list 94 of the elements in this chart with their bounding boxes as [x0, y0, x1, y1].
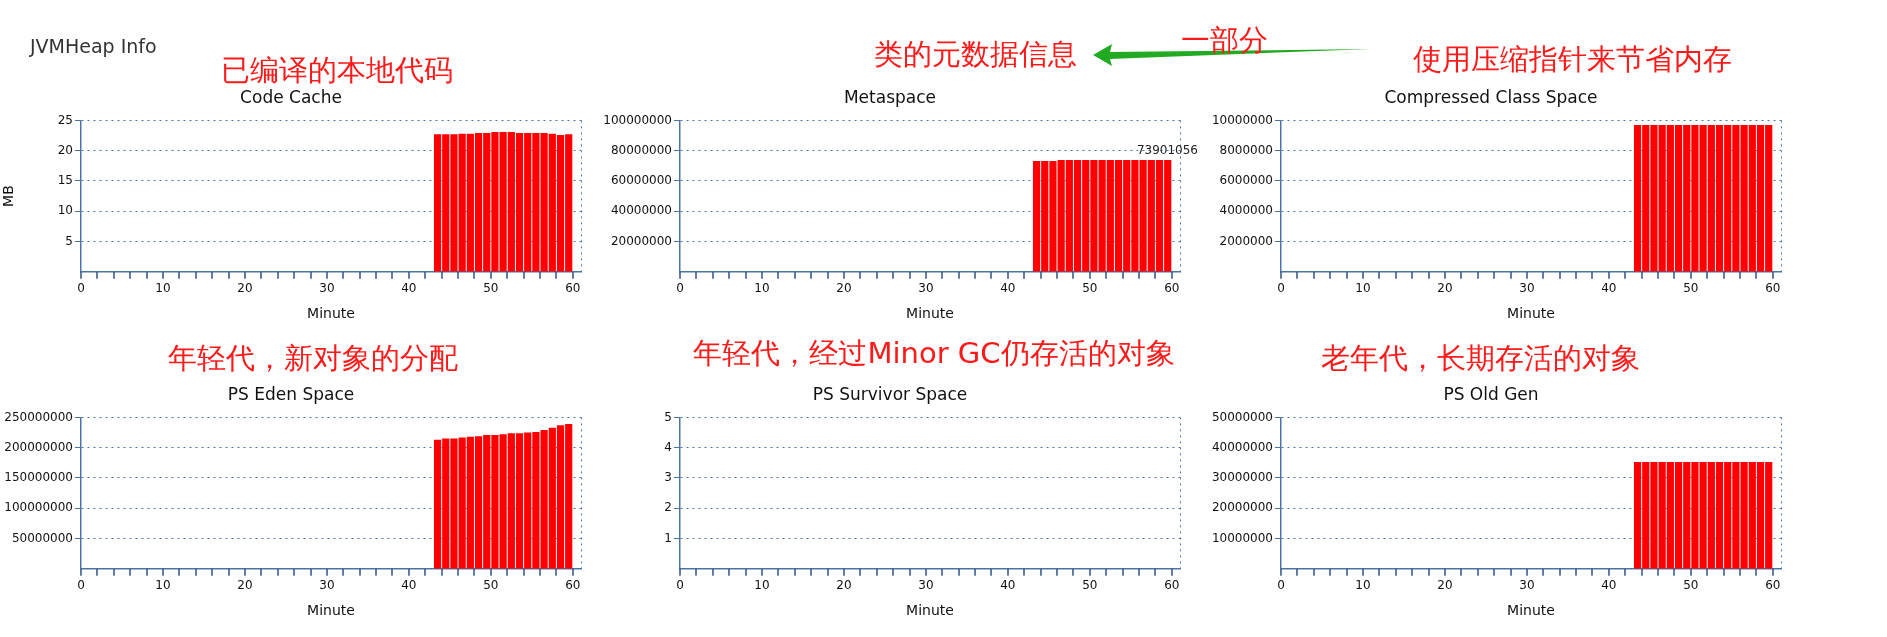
y-tick-label: 1	[664, 530, 672, 545]
y-tick-label: 10000000	[1211, 530, 1273, 545]
y-tick-label: 30000000	[1211, 470, 1273, 485]
x-tick-label: 50	[483, 281, 499, 296]
x-tick-label: 60	[1164, 281, 1180, 296]
x-tick-label: 30	[319, 578, 335, 593]
y-tick-label: 80000000	[610, 142, 672, 157]
text: 一部分	[1180, 22, 1268, 57]
y-tick-label: 5	[65, 233, 73, 248]
x-tick-label: 50	[1082, 578, 1098, 593]
x-axis-title: Minute	[1507, 305, 1555, 322]
x-tick-label: 0	[77, 281, 85, 296]
data-label: 73901056	[1136, 143, 1198, 158]
y-tick-label: 4000000	[1219, 203, 1273, 218]
y-tick-label: 10000000	[1211, 112, 1273, 127]
y-tick-label: 20000000	[1211, 500, 1273, 515]
x-tick-label: 0	[1277, 281, 1285, 296]
x-tick-label: 20	[836, 281, 852, 296]
x-tick-label: 30	[1519, 281, 1535, 296]
text: 老年代，长期存活的对象	[1320, 340, 1640, 375]
x-tick-label: 10	[155, 281, 171, 296]
y-tick-label: 8000000	[1219, 142, 1273, 157]
text: 年轻代，新对象的分配	[168, 340, 458, 375]
y-tick-label: 50000000	[11, 530, 73, 545]
x-tick-label: 0	[1277, 578, 1285, 593]
x-axis-title: Minute	[1507, 602, 1555, 619]
x-tick-label: 30	[918, 281, 934, 296]
x-tick-label: 20	[1437, 281, 1453, 296]
chart-title: PS Survivor Space	[812, 383, 968, 404]
y-tick-label: 15	[57, 173, 73, 188]
y-tick-label: 40000000	[610, 203, 672, 218]
x-tick-label: 30	[319, 281, 335, 296]
x-tick-label: 60	[1765, 578, 1781, 593]
y-tick-label: 2000000	[1219, 233, 1273, 248]
chart-title: PS Old Gen	[1443, 383, 1539, 404]
y-tick-label: 40000000	[1211, 439, 1273, 454]
x-tick-label: 10	[1355, 281, 1371, 296]
y-axis-title: MB	[0, 185, 17, 207]
x-axis-title: Minute	[906, 305, 954, 322]
y-tick-label: 5	[664, 409, 672, 424]
x-tick-label: 50	[483, 578, 499, 593]
chart-title: Code Cache	[240, 86, 342, 107]
text: 使用压缩指针来节省内存	[1412, 41, 1732, 76]
x-tick-label: 40	[1601, 281, 1617, 296]
x-axis-title: Minute	[307, 602, 355, 619]
x-tick-label: 50	[1082, 281, 1098, 296]
y-tick-label: 6000000	[1219, 173, 1273, 188]
x-tick-label: 10	[754, 578, 770, 593]
y-tick-label: 200000000	[4, 439, 73, 454]
x-axis-title: Minute	[906, 602, 954, 619]
y-tick-label: 4	[664, 439, 672, 454]
y-tick-label: 2	[664, 500, 672, 515]
x-tick-label: 30	[918, 578, 934, 593]
x-tick-label: 60	[1765, 281, 1781, 296]
x-tick-label: 30	[1519, 578, 1535, 593]
y-tick-label: 150000000	[4, 470, 73, 485]
x-tick-label: 40	[1601, 578, 1617, 593]
y-tick-label: 100000000	[4, 500, 73, 515]
x-tick-label: 40	[1000, 281, 1016, 296]
x-tick-label: 20	[836, 578, 852, 593]
y-tick-label: 25	[57, 112, 73, 127]
text: JVMHeap Info	[30, 34, 157, 57]
chart-title: Compressed Class Space	[1384, 86, 1598, 107]
x-tick-label: 20	[1437, 578, 1453, 593]
x-tick-label: 60	[565, 281, 581, 296]
x-tick-label: 0	[77, 578, 85, 593]
x-tick-label: 50	[1683, 578, 1699, 593]
x-tick-label: 0	[676, 281, 684, 296]
x-tick-label: 10	[1355, 578, 1371, 593]
y-tick-label: 3	[664, 470, 672, 485]
x-tick-label: 40	[401, 281, 417, 296]
text: 类的元数据信息	[873, 36, 1077, 71]
x-tick-label: 50	[1683, 281, 1699, 296]
chart-title: Metaspace	[843, 86, 937, 107]
x-tick-label: 60	[1164, 578, 1180, 593]
y-tick-label: 100000000	[603, 112, 672, 127]
y-tick-label: 20	[57, 142, 73, 157]
y-tick-label: 50000000	[1211, 409, 1273, 424]
x-tick-label: 10	[155, 578, 171, 593]
text: 已编译的本地代码	[221, 52, 453, 87]
y-tick-label: 60000000	[610, 173, 672, 188]
x-tick-label: 10	[754, 281, 770, 296]
text: 年轻代，经过Minor GC仍存活的对象	[693, 335, 1175, 370]
chart-title: PS Eden Space	[227, 383, 355, 404]
x-tick-label: 60	[565, 578, 581, 593]
x-axis-title: Minute	[307, 305, 355, 322]
x-tick-label: 20	[237, 578, 253, 593]
x-tick-label: 40	[401, 578, 417, 593]
x-tick-label: 20	[237, 281, 253, 296]
x-tick-label: 40	[1000, 578, 1016, 593]
y-tick-label: 20000000	[610, 233, 672, 248]
x-tick-label: 0	[676, 578, 684, 593]
y-tick-label: 10	[57, 203, 73, 218]
y-tick-label: 250000000	[4, 409, 73, 424]
